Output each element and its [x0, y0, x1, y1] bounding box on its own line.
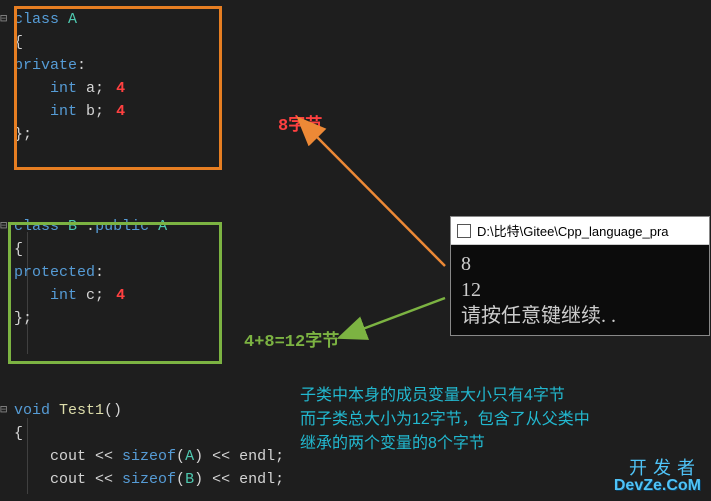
code-line: private: — [14, 54, 711, 77]
console-line: 请按任意键继续. . — [461, 303, 699, 329]
code-line: int a;4 — [14, 77, 711, 100]
blank-line — [14, 192, 711, 215]
blank-line — [14, 353, 711, 376]
console-window: D:\比特\Gitee\Cpp_language_pra 8 12 请按任意键继… — [450, 216, 710, 336]
code-line: { — [14, 31, 711, 54]
code-line: int b;4 — [14, 100, 711, 123]
size-annotation: 4 — [116, 287, 125, 304]
code-line: }; — [14, 123, 711, 146]
blank-line — [14, 146, 711, 169]
console-path: D:\比特\Gitee\Cpp_language_pra — [477, 221, 669, 240]
console-line: 12 — [461, 277, 699, 303]
console-output: 8 12 请按任意键继续. . — [451, 245, 709, 335]
fold-icon[interactable]: ⊟ — [0, 215, 7, 238]
console-line: 8 — [461, 251, 699, 277]
label-calculation: 4+8=12字节 — [244, 326, 339, 352]
code-line: ⊟class A — [14, 8, 711, 31]
watermark: 开发者 DevZe.CoM — [614, 459, 701, 495]
size-annotation: 4 — [116, 80, 125, 97]
console-icon — [457, 224, 471, 238]
explanation-text: 子类中本身的成员变量大小只有4字节 而子类总大小为12字节，包含了从父类中 继承… — [300, 384, 590, 456]
fold-icon[interactable]: ⊟ — [0, 399, 7, 422]
fold-icon[interactable]: ⊟ — [0, 8, 7, 31]
code-line: cout << sizeof(B) << endl; — [14, 468, 711, 491]
blank-line — [14, 169, 711, 192]
label-8bytes: 8字节 — [278, 110, 322, 136]
console-titlebar[interactable]: D:\比特\Gitee\Cpp_language_pra — [451, 217, 709, 245]
size-annotation: 4 — [116, 103, 125, 120]
